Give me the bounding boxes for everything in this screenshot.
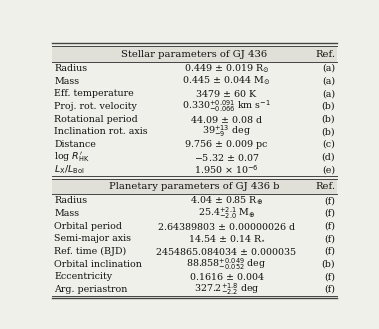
Text: Proj. rot. velocity: Proj. rot. velocity <box>54 102 137 111</box>
Text: Eff. temperature: Eff. temperature <box>54 89 134 98</box>
Text: 39$^{+13}_{-9}$ deg: 39$^{+13}_{-9}$ deg <box>202 124 251 139</box>
Text: Arg. periastron: Arg. periastron <box>54 285 127 294</box>
Text: Distance: Distance <box>54 140 96 149</box>
Text: 0.330$^{+0.091}_{-0.066}$ km s$^{-1}$: 0.330$^{+0.091}_{-0.066}$ km s$^{-1}$ <box>182 99 271 114</box>
Text: Mass: Mass <box>54 77 79 86</box>
Text: $L_{\mathrm{X}}/L_{\mathrm{Bol}}$: $L_{\mathrm{X}}/L_{\mathrm{Bol}}$ <box>54 164 85 176</box>
Text: Ref.: Ref. <box>315 50 335 59</box>
Text: Orbital inclination: Orbital inclination <box>54 260 142 269</box>
Text: (b): (b) <box>322 102 335 111</box>
Text: 0.445 $\pm$ 0.044 M$_{\odot}$: 0.445 $\pm$ 0.044 M$_{\odot}$ <box>182 75 271 87</box>
Text: (b): (b) <box>322 127 335 136</box>
Text: 4.04 $\pm$ 0.85 R$_{\oplus}$: 4.04 $\pm$ 0.85 R$_{\oplus}$ <box>190 194 263 207</box>
FancyBboxPatch shape <box>52 46 337 62</box>
Text: (d): (d) <box>322 153 335 162</box>
Text: (f): (f) <box>324 221 335 231</box>
Text: Mass: Mass <box>54 209 79 218</box>
Text: (b): (b) <box>322 260 335 269</box>
Text: 9.756 $\pm$ 0.009 pc: 9.756 $\pm$ 0.009 pc <box>184 138 269 151</box>
Text: 3479 $\pm$ 60 K: 3479 $\pm$ 60 K <box>195 88 258 99</box>
Text: Radius: Radius <box>54 64 87 73</box>
Text: Rotational period: Rotational period <box>54 114 138 124</box>
Text: $-$5.32 $\pm$ 0.07: $-$5.32 $\pm$ 0.07 <box>194 152 259 163</box>
Text: Eccentricity: Eccentricity <box>54 272 112 281</box>
Text: log $R^{\prime}_{\mathrm{HK}}$: log $R^{\prime}_{\mathrm{HK}}$ <box>54 150 90 164</box>
Text: Radius: Radius <box>54 196 87 205</box>
Text: 1.950 $\times$ 10$^{-6}$: 1.950 $\times$ 10$^{-6}$ <box>194 164 259 176</box>
Text: 0.1616 $\pm$ 0.004: 0.1616 $\pm$ 0.004 <box>189 271 265 282</box>
Text: (b): (b) <box>322 114 335 124</box>
Text: 44.09 $\pm$ 0.08 d: 44.09 $\pm$ 0.08 d <box>190 114 263 125</box>
Text: (f): (f) <box>324 272 335 281</box>
Text: Stellar parameters of GJ 436: Stellar parameters of GJ 436 <box>121 50 267 59</box>
Text: (a): (a) <box>322 64 335 73</box>
Text: Semi-major axis: Semi-major axis <box>54 234 131 243</box>
Text: 2454865.084034 $\pm$ 0.000035: 2454865.084034 $\pm$ 0.000035 <box>155 246 298 257</box>
Text: (e): (e) <box>322 165 335 174</box>
Text: (f): (f) <box>324 285 335 294</box>
Text: (a): (a) <box>322 89 335 98</box>
Text: 25.4$^{+2.1}_{-2.0}$ M$_{\oplus}$: 25.4$^{+2.1}_{-2.0}$ M$_{\oplus}$ <box>198 206 255 221</box>
Text: 88.858$^{+0.049}_{-0.052}$ deg: 88.858$^{+0.049}_{-0.052}$ deg <box>186 257 267 272</box>
Text: (a): (a) <box>322 77 335 86</box>
FancyBboxPatch shape <box>52 179 337 194</box>
Text: Planetary parameters of GJ 436 b: Planetary parameters of GJ 436 b <box>109 182 279 191</box>
Text: 0.449 $\pm$ 0.019 R$_{\odot}$: 0.449 $\pm$ 0.019 R$_{\odot}$ <box>184 62 269 75</box>
Text: (f): (f) <box>324 234 335 243</box>
Text: 2.64389803 $\pm$ 0.00000026 d: 2.64389803 $\pm$ 0.00000026 d <box>157 220 296 232</box>
Text: (f): (f) <box>324 196 335 205</box>
Text: (c): (c) <box>323 140 335 149</box>
Text: Inclination rot. axis: Inclination rot. axis <box>54 127 148 136</box>
Text: Ref. time (BJD): Ref. time (BJD) <box>54 247 126 256</box>
Text: 14.54 $\pm$ 0.14 R$_{\star}$: 14.54 $\pm$ 0.14 R$_{\star}$ <box>188 234 266 244</box>
Text: (f): (f) <box>324 247 335 256</box>
Text: Orbital period: Orbital period <box>54 221 122 231</box>
Text: 327.2$^{+1.8}_{-2.2}$ deg: 327.2$^{+1.8}_{-2.2}$ deg <box>194 282 260 297</box>
Text: Ref.: Ref. <box>315 182 335 191</box>
Text: (f): (f) <box>324 209 335 218</box>
